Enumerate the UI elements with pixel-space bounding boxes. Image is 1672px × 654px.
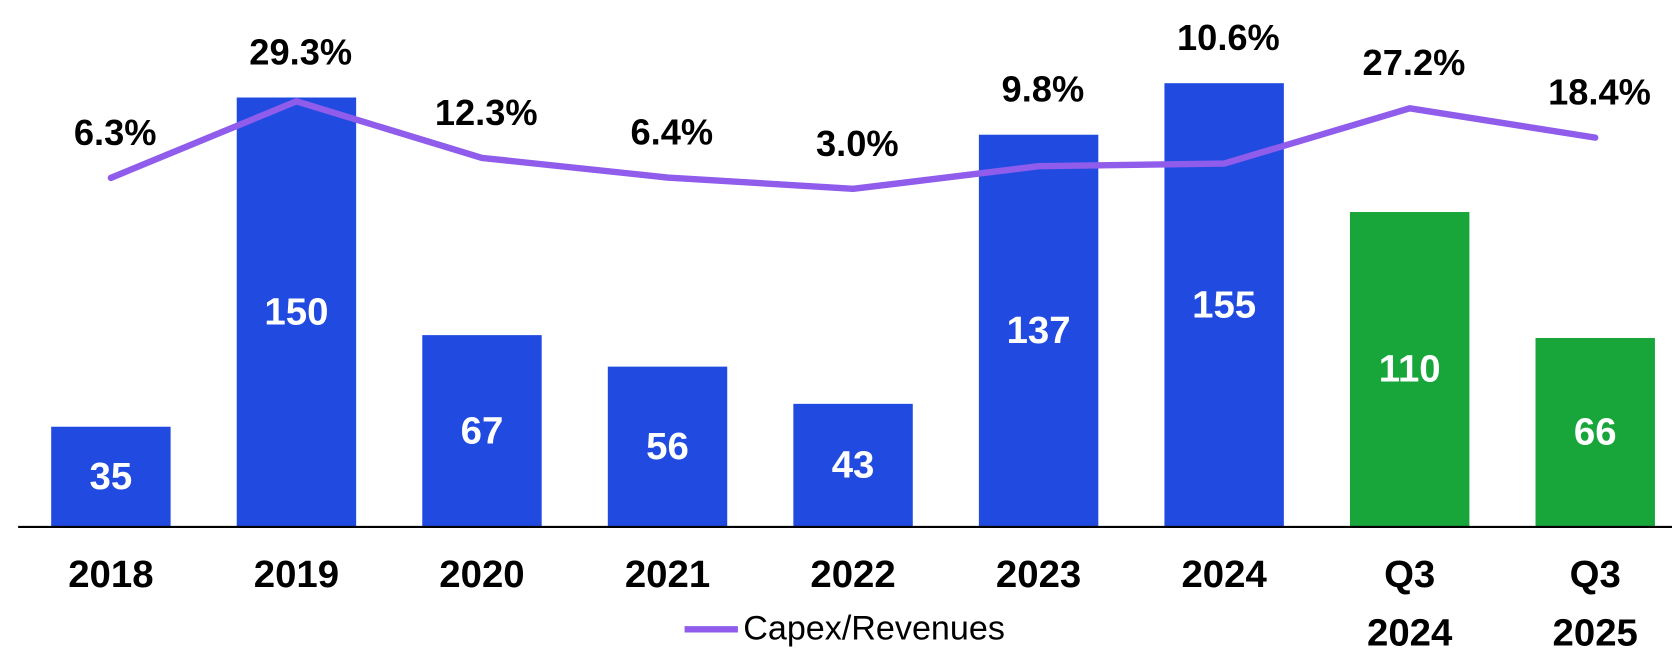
line-value-label: 29.3% [249, 31, 352, 72]
x-tick-label: 2020 [439, 553, 524, 596]
bar [1164, 83, 1284, 527]
bar [978, 134, 1099, 527]
bar-value-label: 35 [90, 455, 133, 498]
line-value-label: 12.3% [435, 92, 538, 133]
bar [422, 335, 542, 527]
line-series [107, 98, 1599, 193]
line-value-label: 9.8% [1002, 69, 1085, 110]
x-tick-label: 2022 [810, 553, 895, 596]
bar-value-label: 66 [1574, 411, 1617, 454]
bar-value-label: 155 [1192, 283, 1256, 326]
bar-value-label: 56 [646, 425, 689, 468]
line-value-label: 6.3% [74, 112, 157, 153]
bar [1535, 337, 1655, 527]
x-tick-label: 2024 [1181, 553, 1267, 596]
line-value-label: 10.6% [1177, 17, 1280, 58]
bar-value-label: 137 [1007, 309, 1071, 352]
bar [1349, 212, 1470, 527]
line-value-label: 27.2% [1363, 42, 1466, 83]
line-value-label: 18.4% [1548, 72, 1651, 113]
x-tick-label: 2023 [996, 553, 1081, 596]
x-tick-label: 2018 [68, 553, 153, 596]
x-tick-label: Q3 2024 [1367, 553, 1453, 654]
bar [793, 403, 913, 527]
bar [236, 97, 357, 527]
x-tick-label: Q3 2025 [1553, 553, 1638, 654]
bar-value-label: 110 [1379, 348, 1441, 391]
bar-value-label: 43 [832, 444, 875, 487]
bar-value-label: 67 [461, 409, 504, 452]
bar-value-label: 150 [264, 290, 328, 333]
line-value-label: 3.0% [816, 123, 899, 164]
bar [607, 366, 728, 527]
x-tick-label: 2019 [254, 553, 339, 596]
bar [51, 426, 171, 527]
line-value-label: 6.4% [630, 111, 713, 152]
legend-label: Capex/Revenues [743, 609, 1005, 647]
x-tick-label: 2021 [625, 553, 710, 596]
